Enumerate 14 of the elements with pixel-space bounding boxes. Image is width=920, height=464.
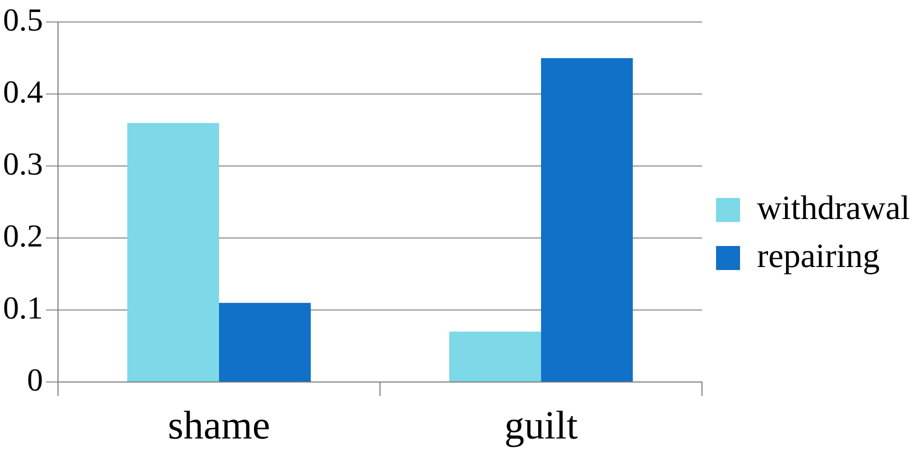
y-tick-label: 0 bbox=[27, 361, 43, 398]
y-tick-label: 0.4 bbox=[3, 74, 43, 110]
legend-label: withdrawal bbox=[757, 190, 910, 227]
y-tick-label: 0.1 bbox=[3, 289, 43, 326]
legend-label: repairing bbox=[757, 238, 880, 275]
bar bbox=[541, 58, 633, 382]
bar bbox=[219, 302, 311, 382]
x-tick-label: guilt bbox=[504, 402, 578, 448]
y-tick-label: 0.2 bbox=[3, 217, 43, 254]
bar bbox=[127, 122, 220, 382]
bar bbox=[449, 332, 542, 382]
y-tick-label: 0.5 bbox=[3, 2, 43, 38]
y-tick-label: 0.3 bbox=[3, 146, 43, 182]
x-tick-label: shame bbox=[168, 402, 270, 448]
